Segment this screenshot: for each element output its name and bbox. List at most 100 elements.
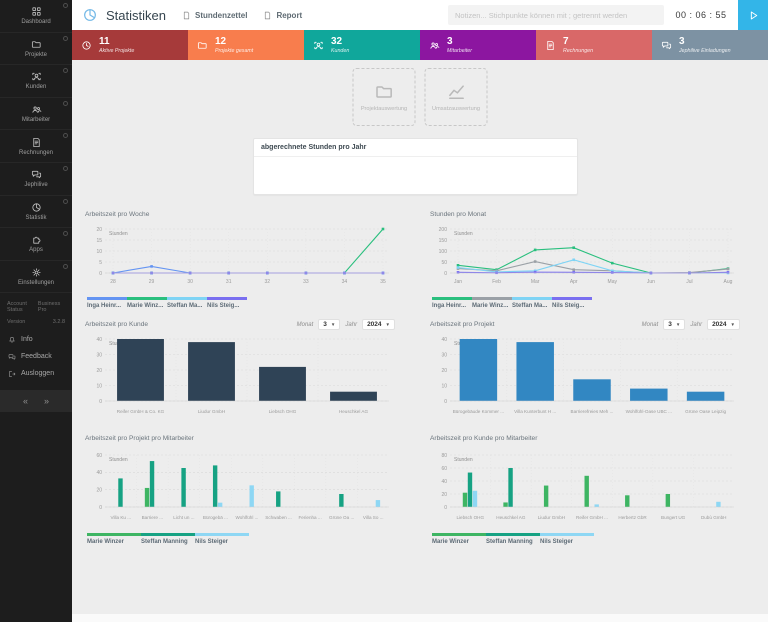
logout-icon [8,370,16,378]
notes-input[interactable] [448,5,664,25]
tab-report[interactable]: Report [263,11,302,20]
legend-color-bar [552,297,592,300]
chart-arbeitszeit-pro-projekt-pro-mitarbeiter: Arbeitszeit pro Projekt pro Mitarbeiter 0… [85,432,395,545]
chevron-down-icon: ▼ [330,322,336,327]
stat-card-aktive-projekte[interactable]: 11 Aktive Projekte [72,30,188,60]
legend-item-marie-winz[interactable]: Marie Winz... [127,297,167,309]
monat-select[interactable]: 3 ▼ [663,319,686,330]
legend-color-bar [87,533,141,536]
stat-card-kunden[interactable]: 32 Kunden [304,30,420,60]
svg-text:Grüne Oase Leipzig: Grüne Oase Leipzig [685,409,726,414]
stat-value: 7 [563,35,569,47]
legend-color-bar [195,533,249,536]
chevron-down-icon: ▼ [675,322,681,327]
main-content: Projektauswertung Umsatzauswertung abgere… [72,60,768,622]
chart-title: Arbeitszeit pro Projekt pro Mitarbeiter [85,435,194,442]
legend-color-bar [512,297,552,300]
gear-icon [31,267,42,278]
legend-item-marie-winz[interactable]: Marie Winz... [472,297,512,309]
collapse-left-icon[interactable]: « [22,395,28,406]
collapse-right-icon[interactable]: » [44,395,50,406]
sidebar-menu-feedback[interactable]: Feedback [0,348,72,365]
document-icon [182,11,191,20]
legend-label: Steffan Manning [486,539,533,545]
svg-text:20: 20 [441,492,447,498]
sidebar-item-rechnungen[interactable]: Rechnungen [0,130,72,163]
sidebar-item-statistik[interactable]: Statistik [0,196,72,229]
stat-card-rechnungen[interactable]: 7 Rechnungen [536,30,652,60]
action-button-label: Projektauswertung [360,106,408,112]
legend-item-nils-steiger[interactable]: Nils Steiger [195,533,249,545]
svg-text:Reifer GmbH ...: Reifer GmbH ... [576,515,608,520]
help-icon[interactable] [63,165,68,171]
legend-item-nils-steig[interactable]: Nils Steig... [552,297,592,309]
menu-item-label: Ausloggen [21,370,55,378]
help-icon[interactable] [63,3,68,8]
sidebar-menu-ausloggen[interactable]: Ausloggen [0,365,72,382]
legend-item-nils-steig[interactable]: Nils Steig... [207,297,247,309]
legend-label: Steffan Manning [141,539,188,545]
legend-item-marie-winzer[interactable]: Marie Winzer [432,533,486,545]
legend-item-inga-heinr[interactable]: Inga Heinr... [87,297,127,309]
sidebar-item-apps[interactable]: Apps [0,228,72,261]
help-icon[interactable] [63,133,68,139]
svg-text:20: 20 [96,227,102,233]
tab-stundenzettel[interactable]: Stundenzettel [182,11,247,20]
svg-text:20: 20 [96,487,102,493]
help-icon[interactable] [63,198,68,204]
legend-item-marie-winzer[interactable]: Marie Winzer [87,533,141,545]
sidebar-menu-info[interactable]: Info [0,331,72,348]
jahr-select[interactable]: 2024 ▼ [362,319,395,330]
jahr-select-label: Jahr [345,321,358,328]
folder-icon [374,82,394,102]
sidebar-item-label: Mitarbeiter [21,117,51,124]
svg-text:31: 31 [226,279,232,285]
svg-text:40: 40 [96,337,102,343]
svg-text:Villa So ...: Villa So ... [363,515,384,520]
stat-card-mitarbeiter[interactable]: 3 Mitarbeiter [420,30,536,60]
invoice-icon [31,137,42,148]
legend-item-steffan-manning[interactable]: Steffan Manning [141,533,195,545]
sidebar: Dashboard Projekte Kunden Mitarbeiter Rechnu… [0,0,72,622]
svg-text:40: 40 [441,337,447,343]
customer-icon [313,40,324,51]
legend-label: Inga Heinr... [87,303,122,309]
legend-item-steffan-ma[interactable]: Steffan Ma... [512,297,552,309]
linechart-icon [446,82,466,102]
version-value: 3.2.8 [52,319,65,326]
start-timer-button[interactable] [738,0,768,30]
app-logo-icon [82,7,98,23]
stat-label: Projekte gesamt [215,47,254,54]
stat-card-projekte-gesamt[interactable]: 12 Projekte gesamt [188,30,304,60]
svg-text:0: 0 [444,399,447,405]
sidebar-item-dashboard[interactable]: Dashboard [0,0,72,33]
topbar: Statistiken Stundenzettel Report 00 : 06… [72,0,768,30]
svg-text:34: 34 [342,279,348,285]
jahr-select[interactable]: 2024 ▼ [707,319,740,330]
chart-canvas: 010203040StundenBürogebäude Kommer ...Vi… [441,337,734,414]
legend-item-steffan-ma[interactable]: Steffan Ma... [167,297,207,309]
chart-arbeitszeit-pro-woche: Arbeitszeit pro Woche 0 5 10 15 20 Stunden 28 29… [85,208,395,309]
sidebar-item-kunden[interactable]: Kunden [0,65,72,98]
help-icon[interactable] [63,35,68,41]
monat-select[interactable]: 3 ▼ [318,319,341,330]
sidebar-item-projekte[interactable]: Projekte [0,33,72,66]
help-icon[interactable] [63,68,68,74]
sidebar-item-jephilive[interactable]: Jephilive [0,163,72,196]
legend-item-steffan-manning[interactable]: Steffan Manning [486,533,540,545]
chart-stunden-pro-monat: Stunden pro Monat 0 50 100 150 200 Stunden Jan F… [430,208,740,309]
chart-legend: Marie Winzer Steffan Manning Nils Steiger [432,533,740,545]
legend-label: Nils Steiger [195,539,229,545]
help-icon[interactable] [63,263,68,269]
stat-card-jephilive-einladungen[interactable]: 3 Jephilive Einladungen [652,30,768,60]
sidebar-item-mitarbeiter[interactable]: Mitarbeiter [0,98,72,131]
sidebar-item-einstellungen[interactable]: Einstellungen [0,261,72,294]
legend-item-inga-heinr[interactable]: Inga Heinr... [432,297,472,309]
legend-item-nils-steiger[interactable]: Nils Steiger [540,533,594,545]
projektauswertung-button[interactable]: Projektauswertung [352,68,416,126]
legend-color-bar [127,297,167,300]
umsatzauswertung-button[interactable]: Umsatzauswertung [424,68,488,126]
help-icon[interactable] [63,100,68,106]
help-icon[interactable] [63,231,68,237]
chevron-down-icon: ▼ [730,322,735,327]
